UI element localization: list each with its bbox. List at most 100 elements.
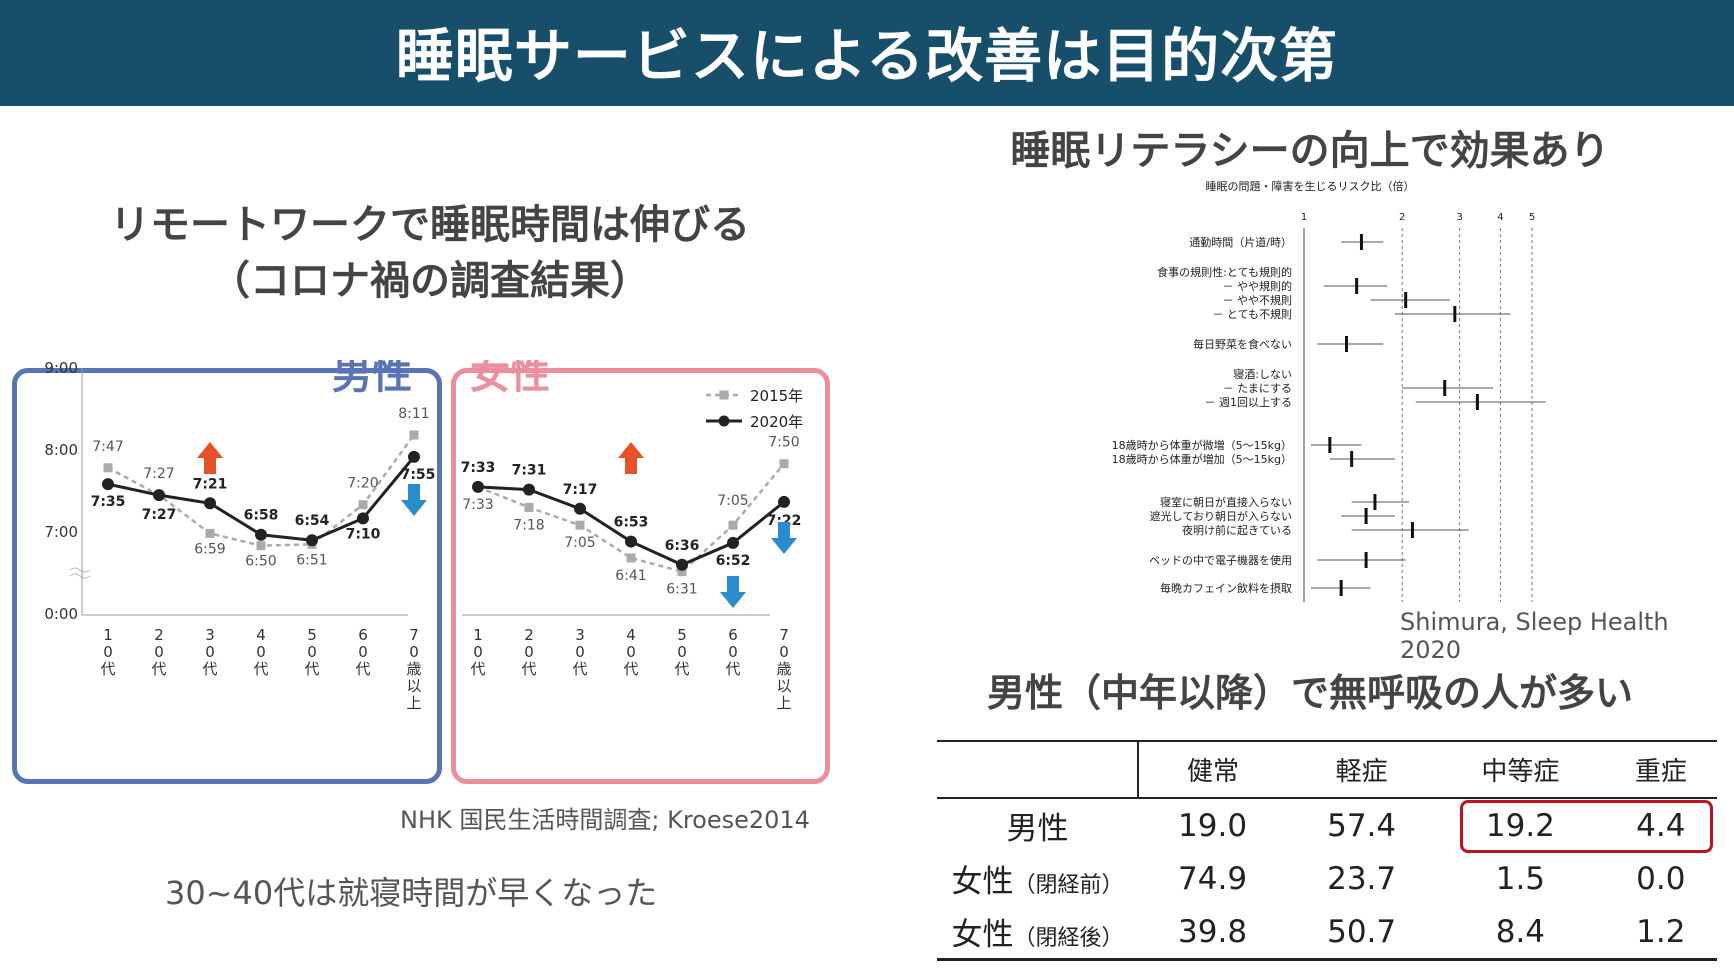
right-heading: 睡眠リテラシーの向上で効果あり [1010,128,1610,174]
table-cell: 0.0 [1636,860,1686,897]
table-row: 女性（閉経前） 74.9 23.7 1.5 0.0 [937,852,1717,905]
data-point [626,553,636,563]
forest-row-label: ベッドの中で電子機器を使用 [1149,553,1292,567]
forest-row-label: 毎日野菜を食べない [1193,337,1292,351]
data-label: 7:05 [717,493,748,509]
table-cell: 19.2 [1485,807,1555,844]
data-point [575,520,585,530]
legend-marker-2015 [719,390,729,400]
data-label: 6:50 [245,554,276,570]
sleep-duration-charts: (時間:分)9:008:007:000:00男性10代20代30代40代50代6… [44,360,803,712]
arrow-up-icon [618,442,644,474]
data-label: 6:36 [665,538,700,554]
row-label-sub: （閉経前） [1013,873,1124,898]
row-label-sub: （閉経後） [1013,926,1124,951]
row-label-main: 男性 [1006,811,1069,847]
arrow-down-icon [720,576,746,608]
column-header: 重症 [1634,757,1687,787]
y-tick-label: 7:00 [44,523,78,541]
panel-title: 男性 [332,360,412,398]
data-label: 7:20 [347,476,378,492]
data-label: 7:55 [401,467,436,483]
forest-x-tick: 2 [1399,212,1405,223]
forest-row-label: 18歳時から体重が微増（5～15kg） [1112,438,1292,452]
data-label: 6:54 [295,513,330,529]
data-point [409,430,419,440]
table-cell: 39.8 [1178,913,1248,950]
y-tick-label: 8:00 [44,441,78,459]
forest-x-tick: 3 [1456,212,1462,223]
slide-title: 睡眠サービスによる改善は目的次第 [0,0,1734,106]
table-corner [937,741,1139,798]
left-heading-1: リモートワークで睡眠時間は伸びる [110,202,750,248]
right-source: Shimura, Sleep Health 2020 [1400,608,1669,664]
forest-x-tick: 1 [1301,212,1307,223]
data-point [677,567,687,577]
data-point [255,528,267,541]
male-panel [12,368,442,784]
data-label: 6:31 [666,582,697,598]
forest-row-label: 夜明け前に起きている [1182,523,1292,537]
row-label-main: 女性 [951,864,1014,900]
forest-row-label: － たまにする [1223,382,1292,395]
forest-row-label: 毎晩カフェイン飲料を摂取 [1160,581,1292,595]
data-label: 7:05 [564,535,595,551]
forest-x-tick: 5 [1529,212,1535,223]
data-point [306,534,318,547]
data-label: 7:33 [461,460,496,476]
table-cell: 4.4 [1636,807,1686,844]
data-label: 6:58 [244,508,279,524]
data-label: 6:51 [296,552,327,568]
data-point [256,541,266,551]
legend-label: 2020年 [750,413,803,431]
data-point [728,520,738,530]
row-label: 女性（閉経後） [937,905,1138,960]
forest-row-label: 寝酒:しない [1233,367,1292,381]
forest-row-label: － 週1回以上する [1205,396,1293,409]
row-label: 男性 [937,798,1138,852]
table-row: 女性（閉経後） 39.8 50.7 8.4 1.2 [937,905,1717,960]
data-point [103,463,113,473]
data-label: 6:59 [194,541,225,557]
data-label: 6:53 [614,515,649,531]
forest-x-tick: 4 [1497,212,1503,223]
x-tick-label: 7 0 歳以上 [406,626,421,712]
legend-label: 2015年 [750,387,803,405]
data-point [727,536,739,549]
table-cell: 57.4 [1327,807,1397,844]
data-point [357,512,369,525]
column-header: 中等症 [1481,757,1560,787]
forest-row-label: 食事の規則性:とても規則的 [1157,265,1292,279]
data-point [779,459,789,469]
left-source: NHK 国民生活時間調査; Kroese2014 [400,806,810,834]
x-tick-label: 7 0 歳以上 [776,626,791,712]
data-point [574,502,586,515]
data-label: 7:50 [768,435,799,451]
legend-marker-2020 [718,415,730,427]
left-note: 30~40代は就寝時間が早くなった [165,874,658,912]
data-label: 7:22 [767,513,802,529]
y-tick-label: 0:00 [44,605,78,623]
y-tick-label: 9:00 [44,360,78,377]
risk-ratio-forest-plot: 睡眠の問題・障害を生じるリスク比（倍） 1 2 3 4 5 通勤時間（片道/時） 食事の規則性… [1112,179,1546,602]
highlight-box [1460,800,1713,853]
row-label: 女性（閉経前） [937,852,1138,905]
data-label: 7:27 [143,466,174,482]
column-header: 健常 [1187,757,1240,787]
data-point [524,502,534,512]
data-label: 7:31 [512,463,547,479]
data-label: 7:17 [563,482,598,498]
forest-row-label: 遮光しており朝日が入らない [1150,509,1292,523]
table-cell: 50.7 [1327,913,1397,950]
arrow-up-icon [197,442,223,474]
